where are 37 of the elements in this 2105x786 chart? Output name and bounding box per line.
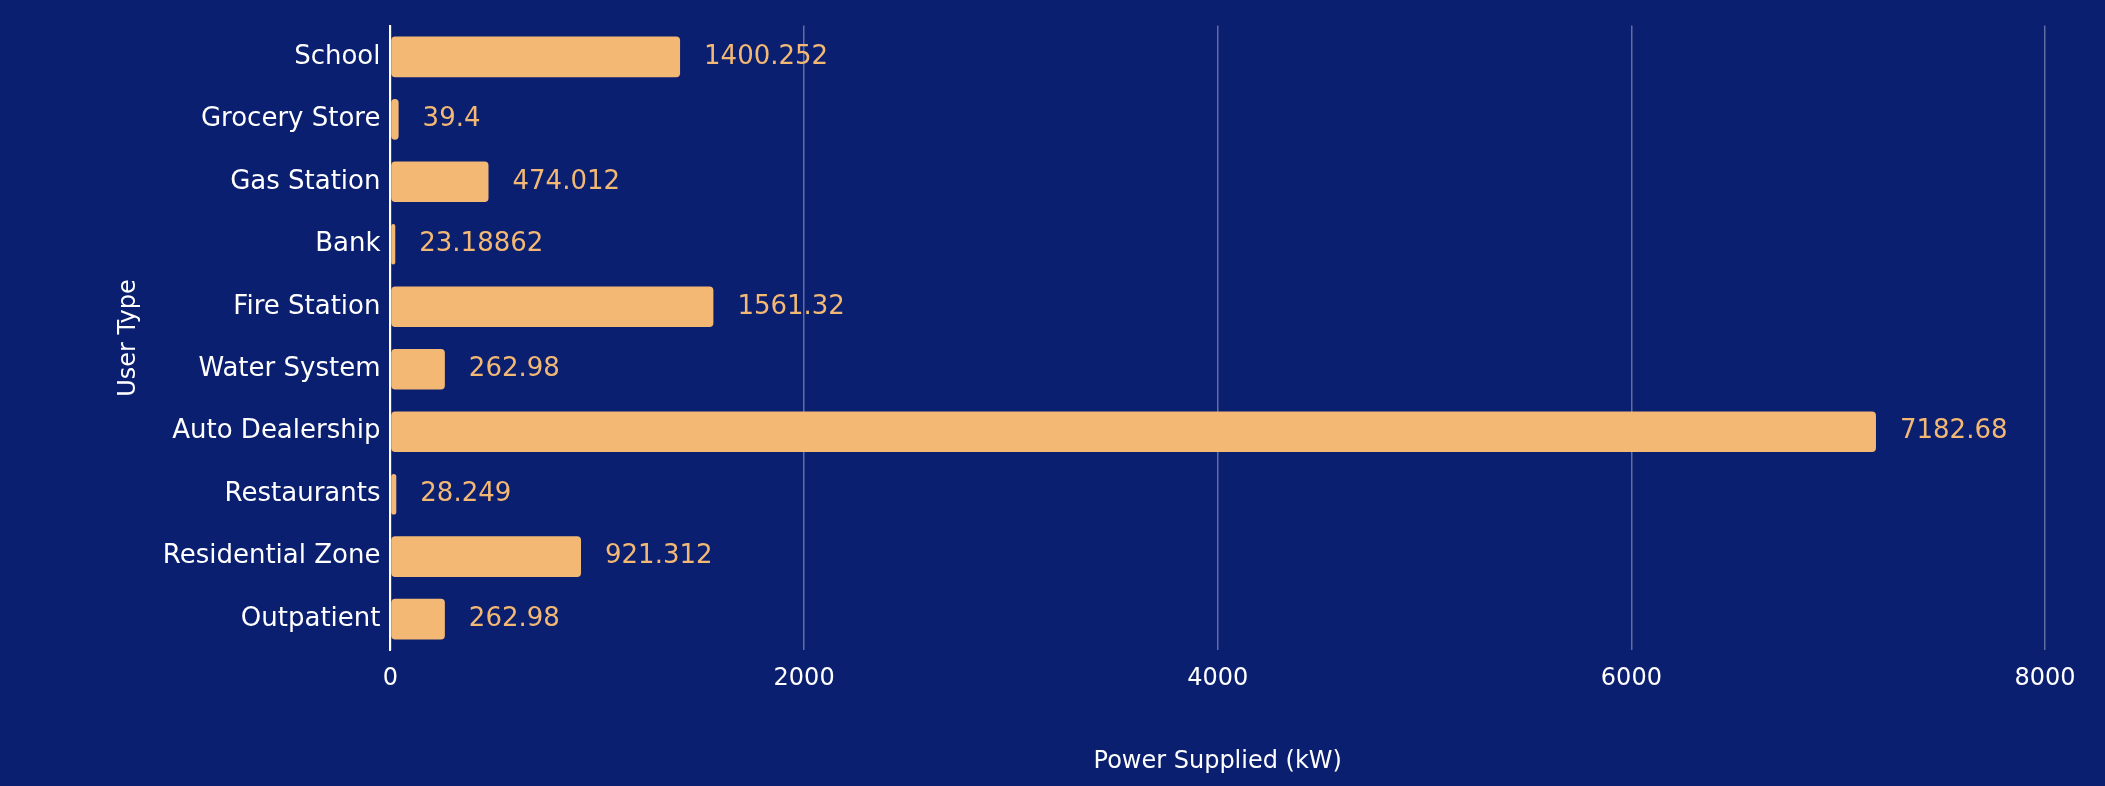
data-label: 23.18862 <box>419 227 544 258</box>
x-tick-label: 0 <box>382 663 399 692</box>
x-tick-label: 6000 <box>1600 663 1662 692</box>
data-label: 39.4 <box>422 102 481 133</box>
y-tick-label: Fire Station <box>233 289 381 320</box>
x-tick-label: 2000 <box>773 663 835 692</box>
data-label: 1561.32 <box>737 289 845 320</box>
bar <box>391 348 445 390</box>
data-label: 1400.252 <box>704 39 829 70</box>
data-label: 7182.68 <box>1899 414 2008 445</box>
y-tick-label: Restaurants <box>224 476 381 507</box>
y-axis-title: User Type <box>112 279 141 397</box>
y-tick-label: Residential Zone <box>162 539 381 570</box>
bar <box>391 99 399 140</box>
bar <box>391 473 397 515</box>
bar <box>391 286 714 328</box>
data-label: 262.98 <box>468 351 560 382</box>
data-label: 28.249 <box>420 476 512 507</box>
y-tick-label: Outpatient <box>240 601 381 632</box>
x-tick-label: 8000 <box>2014 663 2076 692</box>
bar <box>391 161 489 203</box>
bar <box>391 536 582 577</box>
x-tick-label: 4000 <box>1187 663 1249 692</box>
data-label: 262.98 <box>468 601 560 632</box>
y-tick-label: Water System <box>198 351 381 382</box>
bar <box>391 223 396 265</box>
y-tick-label: Grocery Store <box>200 102 381 133</box>
y-tick-label: Auto Dealership <box>172 414 381 445</box>
data-label: 474.012 <box>512 164 621 195</box>
y-tick-label: School <box>294 39 381 70</box>
bar <box>391 411 1876 453</box>
y-tick-label: Gas Station <box>230 164 381 195</box>
y-tick-label: Bank <box>315 227 381 258</box>
bar <box>391 598 445 640</box>
bar <box>391 36 681 78</box>
data-label: 921.312 <box>605 539 713 570</box>
x-axis-title: Power Supplied (kW) <box>1093 745 1342 774</box>
